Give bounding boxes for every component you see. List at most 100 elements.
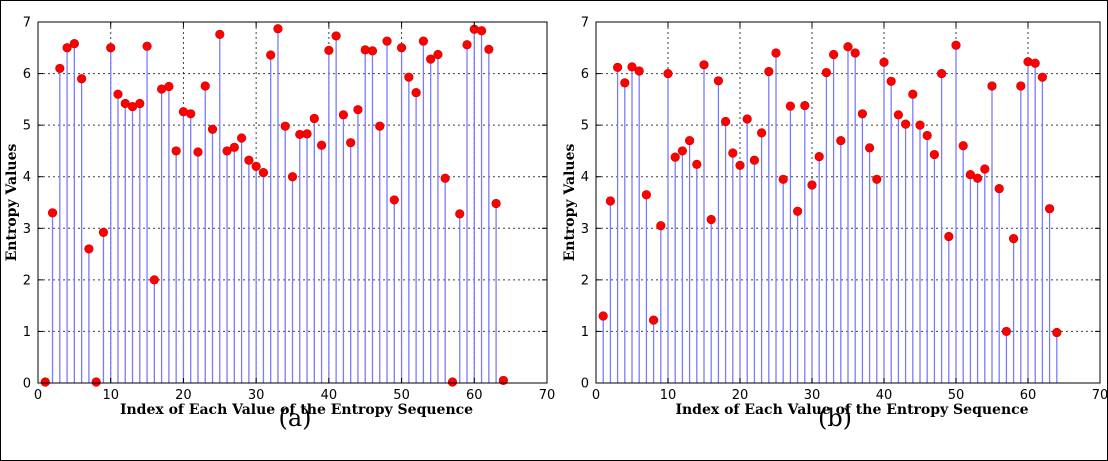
data-point	[915, 120, 925, 130]
y-tick-label: 2	[23, 273, 31, 288]
y-tick-label: 0	[23, 377, 31, 392]
data-point	[922, 130, 932, 141]
data-point	[1037, 72, 1047, 82]
y-tick-label: 2	[581, 273, 589, 288]
y-tick-label: 4	[23, 170, 31, 185]
data-point	[836, 136, 846, 146]
data-point	[735, 160, 745, 170]
data-point	[149, 275, 159, 285]
data-point	[215, 29, 225, 39]
y-tick-label: 3	[23, 222, 31, 237]
data-point	[785, 101, 796, 111]
data-point	[476, 26, 487, 36]
chart-b: 0 10 20 30 40 50 60 70 0 1 2 3 4 5 6 7 Index of Each Val…	[562, 16, 1108, 419]
data-point	[375, 121, 385, 131]
data-point	[171, 146, 181, 156]
data-point	[426, 54, 436, 64]
data-point	[951, 40, 961, 50]
y-tick-label: 5	[23, 119, 31, 134]
data-point	[980, 164, 990, 174]
data-point	[699, 60, 709, 70]
data-point	[850, 48, 860, 58]
data-point	[207, 124, 218, 134]
data-point	[222, 146, 232, 156]
data-point	[164, 81, 174, 92]
y-tick-label: 4	[581, 170, 589, 185]
data-point	[1001, 326, 1012, 337]
data-point	[69, 39, 79, 49]
x-tick-label: 70	[1092, 388, 1108, 403]
data-point	[821, 67, 832, 78]
data-point	[440, 173, 450, 183]
y-tick-label: 6	[581, 67, 589, 82]
data-point	[287, 172, 298, 182]
data-point	[40, 377, 50, 387]
data-point	[663, 68, 673, 79]
data-point	[627, 62, 637, 72]
data-point	[266, 50, 276, 60]
x-tick-label: 40	[876, 388, 893, 403]
x-tick-label: 40	[321, 388, 338, 403]
data-point	[713, 76, 724, 86]
y-tick-label: 1	[581, 325, 589, 340]
x-tick-label: 0	[34, 388, 42, 403]
data-point	[742, 114, 752, 124]
data-point	[491, 198, 501, 209]
data-point	[908, 89, 918, 99]
x-tick-label: 0	[592, 388, 600, 403]
x-axis-title: Index of Each Value of the Entropy Seque…	[120, 402, 473, 418]
y-axis-title: Entropy Values	[562, 144, 578, 262]
data-point	[309, 113, 319, 124]
data-point	[316, 140, 327, 150]
y-tick-label: 0	[581, 377, 589, 392]
data-point	[1052, 327, 1062, 338]
x-tick-label: 30	[804, 388, 821, 403]
data-point	[135, 98, 145, 109]
data-point	[936, 68, 947, 79]
data-point	[879, 57, 889, 67]
data-point	[857, 109, 868, 119]
data-point	[455, 209, 465, 219]
data-point	[670, 152, 680, 162]
y-tick-label: 7	[23, 16, 31, 31]
data-point	[756, 128, 767, 138]
data-point	[353, 105, 363, 115]
data-point	[634, 66, 644, 76]
plot-frame	[595, 21, 1101, 384]
data-point	[389, 195, 399, 205]
data-point	[302, 129, 312, 139]
data-point	[814, 152, 824, 162]
data-point	[893, 110, 904, 120]
data-point	[807, 180, 817, 190]
data-point	[994, 183, 1004, 194]
data-point	[771, 48, 781, 58]
chart-a: 0 10 20 30 40 50 60 70 0 1 2 3 4 5 6 7 Index of Each Val…	[4, 16, 555, 419]
data-point	[1008, 234, 1019, 244]
data-point	[929, 149, 940, 160]
y-tick-label: 7	[581, 16, 589, 31]
data-point	[864, 143, 875, 153]
data-point	[418, 36, 428, 46]
data-point	[677, 146, 688, 156]
data-point	[972, 173, 983, 183]
x-tick-label: 60	[1020, 388, 1037, 403]
data-point	[648, 315, 659, 325]
data-point	[656, 221, 666, 231]
data-point	[91, 377, 101, 387]
data-point	[229, 142, 239, 152]
data-point	[749, 155, 760, 165]
data-point	[886, 76, 896, 86]
data-point	[462, 40, 472, 50]
x-tick-label: 50	[393, 388, 410, 403]
data-point	[273, 24, 283, 34]
data-point	[965, 170, 976, 180]
data-point	[605, 196, 616, 206]
y-tick-label: 5	[581, 119, 589, 134]
data-point	[641, 190, 652, 200]
data-point	[237, 133, 247, 143]
x-tick-label: 20	[732, 388, 749, 403]
data-point	[186, 109, 196, 119]
data-point	[411, 88, 421, 98]
